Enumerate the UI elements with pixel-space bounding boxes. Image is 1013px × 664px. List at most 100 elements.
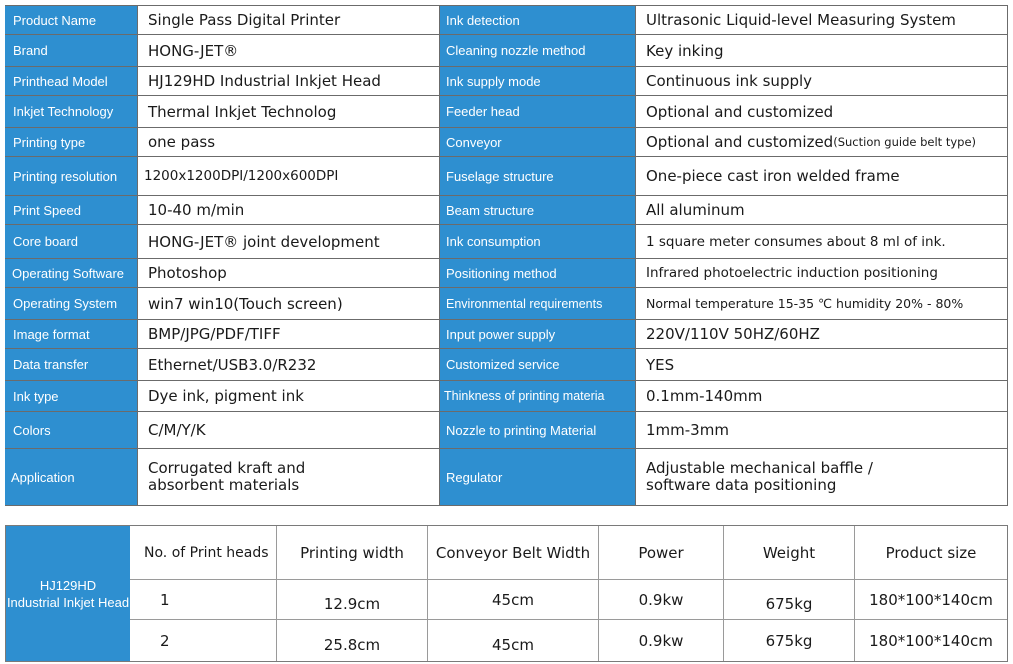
spec-label: Customized service (440, 349, 635, 380)
spec-label: Operating System (5, 288, 137, 319)
spec-value: win7 win10(Touch screen) (137, 288, 440, 319)
table-row: 2 25.8cm 45cm 0.9kw 675kg 180*100*140cm (130, 620, 1007, 661)
table-cell: 675kg (723, 580, 854, 619)
table-cell: 45cm (427, 580, 598, 619)
spec-value: All aluminum (635, 196, 1008, 224)
table-cell: 0.9kw (598, 580, 723, 619)
spec-value: Ethernet/USB3.0/R232 (137, 349, 440, 380)
spec-label: Product Name (5, 6, 137, 34)
spec-label: Printhead Model (5, 67, 137, 95)
spec-label: Application (5, 449, 137, 505)
spec-row: Operating Software Photoshop Positioning… (5, 259, 1008, 288)
spec-value: Corrugated kraft and absorbent materials (137, 449, 440, 505)
spec-label: Input power supply (440, 320, 635, 348)
model-subtitle: Industrial Inkjet Head (6, 594, 130, 610)
spec-row: Core board HONG-JET® joint development I… (5, 225, 1008, 259)
spec-label: Fuselage structure (440, 157, 635, 195)
spec-value: HONG-JET® (137, 35, 440, 66)
col-header: Conveyor Belt Width (427, 526, 598, 579)
spec-label: Positioning method (440, 259, 635, 287)
spec-value: Optional and customized (635, 96, 1008, 127)
table-cell: 0.9kw (598, 620, 723, 661)
spec-value: 10-40 m/min (137, 196, 440, 224)
col-header: Printing width (276, 526, 427, 579)
spec-label: Core board (5, 225, 137, 258)
spec-value: Adjustable mechanical baffle / software … (635, 449, 1008, 505)
table-row: 1 12.9cm 45cm 0.9kw 675kg 180*100*140cm (130, 580, 1007, 620)
table-cell: 1 (160, 590, 170, 609)
spec-label: Cleaning nozzle method (440, 35, 635, 66)
spec-label: Feeder head (440, 96, 635, 127)
spec-label: Colors (5, 412, 137, 448)
spec-label: Printing resolution (5, 157, 137, 195)
spec-value: Infrared photoelectric induction positio… (635, 259, 1008, 287)
spec-value: 0.1mm-140mm (635, 381, 1008, 411)
spec-row: Operating System win7 win10(Touch screen… (5, 288, 1008, 320)
spec-row: Printing resolution 1200x1200DPI/1200x60… (5, 157, 1008, 196)
col-header: Weight (723, 526, 854, 579)
spec-label: Environmental requirements (440, 288, 635, 319)
spec-value: Normal temperature 15-35 ℃ humidity 20% … (635, 288, 1008, 319)
spec-label: Ink detection (440, 6, 635, 34)
model-grid: No. of Print heads Printing width Convey… (130, 526, 1007, 661)
spec-label: Inkjet Technology (5, 96, 137, 127)
spec-table: Product Name Single Pass Digital Printer… (5, 5, 1008, 518)
spec-row: Product Name Single Pass Digital Printer… (5, 6, 1008, 35)
spec-value: BMP/JPG/PDF/TIFF (137, 320, 440, 348)
table-cell: 180*100*140cm (854, 580, 1007, 619)
spec-value: HONG-JET® joint development (137, 225, 440, 258)
spec-row: Ink type Dye ink, pigment ink Thinkness … (5, 381, 1008, 412)
spec-row: Image format BMP/JPG/PDF/TIFF Input powe… (5, 320, 1008, 349)
spec-label: Operating Software (5, 259, 137, 287)
spec-row: Data transfer Ethernet/USB3.0/R232 Custo… (5, 349, 1008, 381)
spec-value: Dye ink, pigment ink (137, 381, 440, 411)
spec-label: Ink consumption (440, 225, 635, 258)
spec-value: 1200x1200DPI/1200x600DPI (137, 157, 440, 195)
table-cell: 12.9cm (276, 580, 427, 619)
spec-label: Conveyor (440, 128, 635, 156)
spec-value: C/M/Y/K (137, 412, 440, 448)
spec-value-note: (Suction guide belt type) (833, 135, 977, 149)
spec-label: Printing type (5, 128, 137, 156)
spec-value-main: Optional and customized (646, 133, 834, 151)
col-header: Power (598, 526, 723, 579)
spec-value: YES (635, 349, 1008, 380)
spec-row: Print Speed 10-40 m/min Beam structure A… (5, 196, 1008, 225)
table-cell: 675kg (723, 620, 854, 661)
table-cell: 45cm (427, 620, 598, 661)
spec-label: Thinkness of printing materia (440, 381, 635, 411)
spec-label: Ink type (5, 381, 137, 411)
spec-value: HJ129HD Industrial Inkjet Head (137, 67, 440, 95)
model-table: HJ129HD Industrial Inkjet Head No. of Pr… (5, 525, 1008, 662)
spec-label: Ink supply mode (440, 67, 635, 95)
spec-label: Nozzle to printing Material (440, 412, 635, 448)
col-header: No. of Print heads (144, 544, 269, 561)
spec-value: Key inking (635, 35, 1008, 66)
table-cell: 2 (160, 631, 170, 650)
spec-row: Application Corrugated kraft and absorbe… (5, 449, 1008, 506)
table-cell: 180*100*140cm (854, 620, 1007, 661)
spec-row: Printhead Model HJ129HD Industrial Inkje… (5, 67, 1008, 96)
table-cell: 25.8cm (276, 620, 427, 661)
spec-label: Image format (5, 320, 137, 348)
spec-label: Beam structure (440, 196, 635, 224)
model-header-row: No. of Print heads Printing width Convey… (130, 526, 1007, 580)
col-header: Product size (854, 526, 1007, 579)
spec-value: one pass (137, 128, 440, 156)
spec-row: Inkjet Technology Thermal Inkjet Technol… (5, 96, 1008, 128)
spec-row: Colors C/M/Y/K Nozzle to printing Materi… (5, 412, 1008, 449)
spec-row: Printing type one pass Conveyor Optional… (5, 128, 1008, 157)
model-name: HJ129HD (39, 577, 97, 593)
spec-value: Continuous ink supply (635, 67, 1008, 95)
spec-value: 1 square meter consumes about 8 ml of in… (635, 225, 1008, 258)
spec-value: 1mm-3mm (635, 412, 1008, 448)
spec-label: Regulator (440, 449, 635, 505)
spec-value: Photoshop (137, 259, 440, 287)
spec-label: Print Speed (5, 196, 137, 224)
spec-value: 220V/110V 50HZ/60HZ (635, 320, 1008, 348)
spec-value: One-piece cast iron welded frame (635, 157, 1008, 195)
spec-label: Brand (5, 35, 137, 66)
spec-value: Thermal Inkjet Technolog (137, 96, 440, 127)
spec-row: Brand HONG-JET® Cleaning nozzle method K… (5, 35, 1008, 67)
spec-value: Ultrasonic Liquid-level Measuring System (635, 6, 1008, 34)
